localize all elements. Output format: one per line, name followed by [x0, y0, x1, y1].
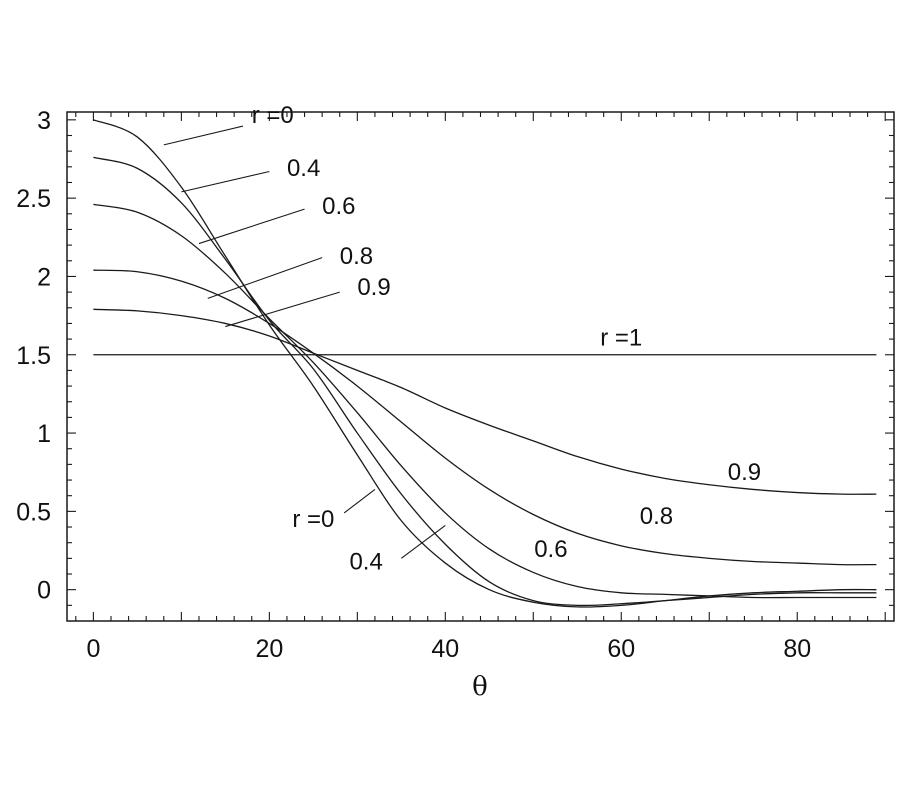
y-tick-label: 0.5 — [16, 498, 51, 526]
x-tick-label: 80 — [783, 635, 811, 663]
x-tick-label: 0 — [86, 635, 100, 663]
annotation-leader-line — [163, 125, 244, 146]
x-tick-label: 20 — [255, 635, 283, 663]
x-tick-label: 60 — [607, 635, 635, 663]
series-line-4 — [93, 308, 877, 495]
annotation-leader-line — [198, 208, 305, 245]
curve-label-9: 0.8 — [640, 503, 673, 530]
curve-label-6: r =0 — [292, 506, 334, 533]
curve-label-4: 0.9 — [357, 274, 390, 301]
annotation-leader-line — [207, 257, 323, 299]
curve-label-10: 0.9 — [728, 459, 761, 486]
series-line-0 — [93, 119, 877, 608]
curve-label-5: r =1 — [600, 324, 642, 351]
y-tick-label: 2.5 — [16, 185, 51, 213]
curve-label-7: 0.4 — [349, 548, 382, 575]
curve-label-3: 0.8 — [340, 243, 373, 270]
annotation-leader-line — [400, 525, 446, 559]
annotation-leader-line — [181, 170, 270, 193]
curve-label-8: 0.6 — [534, 536, 567, 563]
curve-label-0: r =0 — [252, 102, 294, 129]
y-tick-label: 1 — [37, 420, 51, 448]
x-axis-title: θ — [472, 672, 488, 702]
plot-frame — [66, 111, 895, 622]
y-tick-label: 0 — [37, 577, 51, 605]
curve-label-2: 0.6 — [322, 193, 355, 220]
annotation-leader-line — [343, 489, 376, 514]
y-tick-label: 1.5 — [16, 342, 51, 370]
y-tick-label: 2 — [37, 263, 51, 291]
series-line-3 — [93, 269, 877, 566]
curve-label-1: 0.4 — [287, 155, 320, 182]
annotation-leader-line — [225, 291, 340, 328]
x-tick-label: 40 — [431, 635, 459, 663]
y-tick-label: 3 — [37, 107, 51, 135]
series-line-1 — [93, 156, 877, 607]
series-line-2 — [93, 203, 877, 599]
